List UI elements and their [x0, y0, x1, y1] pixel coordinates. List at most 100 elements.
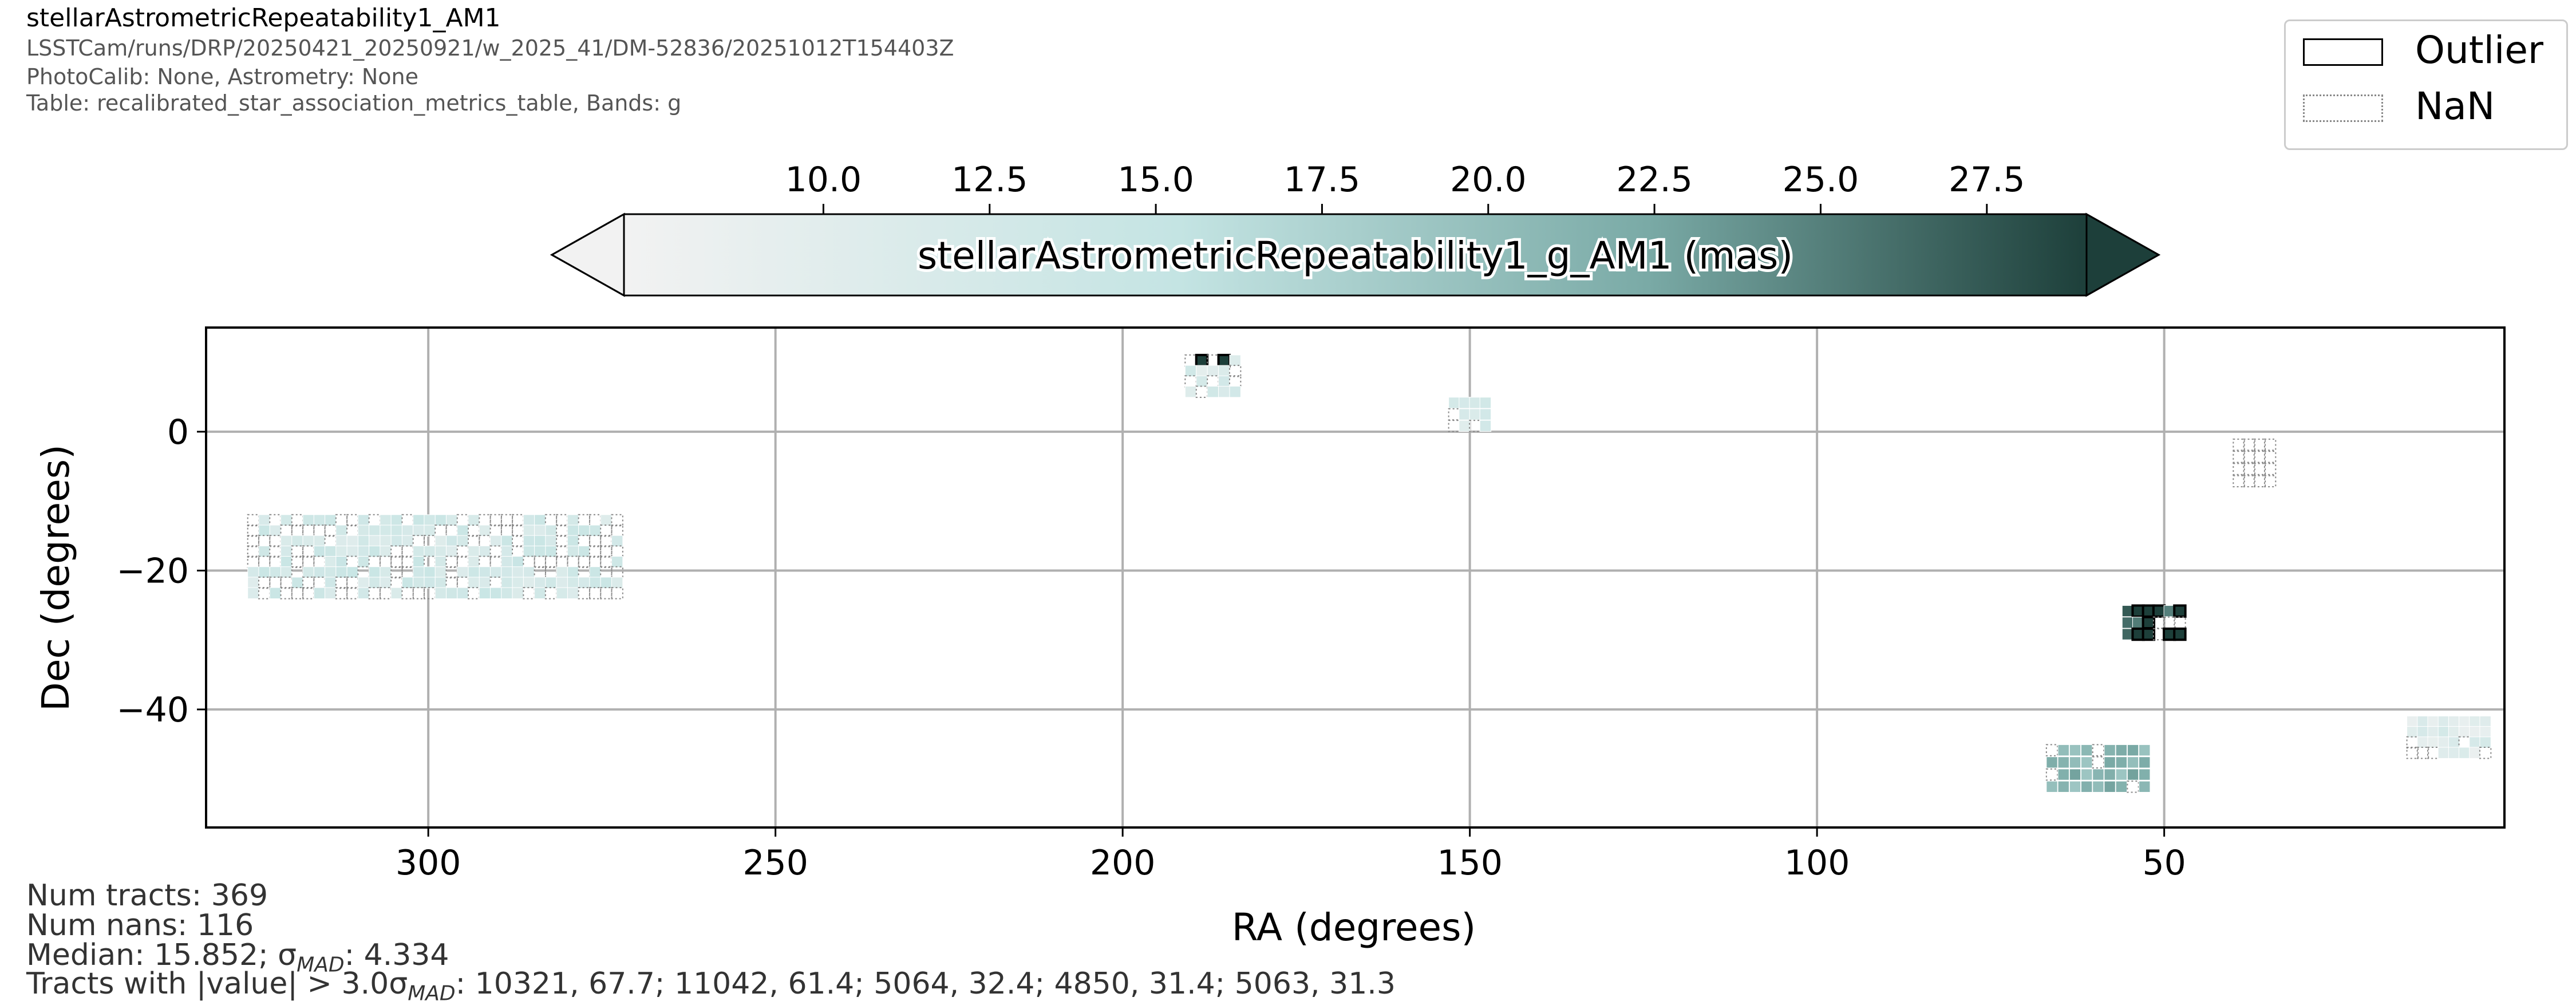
stat-outlier-sub: MAD	[408, 982, 456, 1005]
tract-tile	[2427, 736, 2439, 748]
nan-tract-tile	[456, 576, 469, 589]
tract-tile	[2104, 768, 2116, 781]
tract-tile	[1218, 375, 1230, 388]
nan-tract-tile	[302, 587, 315, 600]
nan-tract-tile	[2174, 616, 2186, 629]
tract-tile	[390, 535, 403, 547]
tract-tile	[1184, 365, 1197, 377]
nan-tract-tile	[2092, 744, 2105, 756]
nan-tract-tile	[2253, 463, 2266, 475]
nan-tract-tile	[269, 535, 282, 547]
colorbar-label: stellarAstrometricRepeatability1_g_AM1 (…	[918, 234, 1793, 278]
tract-tile	[567, 535, 579, 547]
nan-tract-tile	[544, 514, 558, 527]
tract-tile	[390, 525, 403, 537]
nan-tract-tile	[423, 535, 436, 547]
stat-median-sub: MAD	[297, 953, 345, 977]
tract-tile	[258, 545, 270, 558]
nan-tract-tile	[368, 555, 381, 568]
nan-tract-tile	[556, 545, 568, 558]
nan-tract-tile	[523, 555, 535, 568]
tract-tile	[325, 587, 337, 599]
colorbar-tick-label: 25.0	[1783, 160, 1859, 200]
tract-tile	[611, 556, 623, 568]
nan-tract-tile	[1184, 354, 1197, 367]
nan-tract-tile	[401, 566, 414, 579]
nan-tract-tile	[2127, 781, 2139, 793]
tract-tile	[534, 587, 546, 599]
tract-tile	[2092, 781, 2104, 793]
nan-tract-tile	[269, 555, 282, 568]
tract-tile	[2115, 768, 2128, 781]
nan-tract-tile	[269, 545, 282, 558]
tract-tile	[2046, 756, 2058, 768]
nan-tract-tile	[500, 514, 513, 527]
nan-tract-tile	[2233, 463, 2245, 475]
tract-tile	[2417, 715, 2429, 728]
nan-tract-tile	[611, 524, 623, 537]
tract-tile	[346, 545, 359, 558]
tract-tile	[2115, 756, 2128, 768]
nan-tract-tile	[500, 524, 513, 537]
tract-tile	[534, 535, 546, 547]
nan-tract-tile	[544, 555, 558, 568]
tract-tile	[313, 545, 326, 558]
tract-tile	[390, 587, 403, 599]
tract-tile	[369, 535, 381, 547]
nan-tract-tile	[324, 524, 337, 537]
nan-tract-tile	[479, 514, 491, 527]
tract-tile	[567, 525, 579, 537]
nan-tract-tile	[445, 524, 458, 537]
tract-tile	[2459, 726, 2471, 738]
colorbar-gradient	[624, 214, 2087, 295]
nan-tract-tile	[2479, 746, 2492, 759]
colorbar: 10.0 12.5 15.0 17.5 20.0 22.5 25.0 27.5 stellarA…	[550, 160, 2161, 297]
tract-tile	[302, 514, 314, 526]
nan-tract-tile	[445, 576, 458, 589]
tract-tile	[401, 577, 414, 589]
nan-tract-tile	[258, 587, 271, 600]
tract-tile	[380, 525, 392, 537]
nan-tract-tile	[346, 587, 359, 600]
tract-tile	[2057, 744, 2069, 756]
tract-tile	[413, 525, 425, 537]
tract-tile	[479, 525, 491, 537]
tract-tile	[2057, 756, 2069, 768]
tract-tile	[2069, 768, 2081, 781]
tract-tile	[2479, 726, 2491, 738]
nan-tract-tile	[2243, 451, 2255, 463]
nan-tract-tile	[291, 587, 304, 600]
tract-tile	[325, 545, 337, 558]
tract-tile	[2080, 768, 2093, 781]
tract-tile	[490, 587, 502, 599]
tract-tile	[335, 556, 347, 568]
y-tick-label: 0	[167, 412, 189, 452]
tract-tile	[479, 545, 491, 558]
stat-outlier-suffix: : 10321, 67.7; 11042, 61.4; 5064, 32.4; …	[455, 967, 1396, 1001]
nan-tract-tile	[247, 545, 260, 558]
nan-tract-tile	[324, 535, 337, 547]
tract-tile	[2427, 726, 2439, 738]
nan-swatch	[2303, 94, 2383, 122]
tract-tiles	[247, 353, 2492, 793]
tract-tile	[545, 545, 557, 558]
tract-tile	[1229, 354, 1241, 366]
tract-tile	[325, 566, 337, 578]
nan-tract-tile	[247, 555, 260, 568]
nan-tract-tile	[423, 555, 436, 568]
outlier-tract-tile	[2152, 604, 2166, 618]
nan-tract-tile	[567, 555, 579, 568]
y-axis-label: Dec (degrees)	[34, 444, 78, 711]
tract-tile	[457, 525, 469, 537]
tract-tile	[335, 535, 347, 547]
nan-tract-tile	[269, 514, 282, 527]
y-tick-label: −20	[116, 551, 189, 591]
nan-tract-tile	[412, 587, 425, 600]
nan-tract-tile	[489, 555, 502, 568]
tract-tile	[2139, 756, 2151, 768]
tract-tile	[325, 514, 337, 526]
tract-tile	[280, 556, 293, 568]
tract-tile	[291, 577, 303, 589]
tract-tile	[2469, 747, 2481, 759]
tract-tile	[468, 566, 480, 578]
